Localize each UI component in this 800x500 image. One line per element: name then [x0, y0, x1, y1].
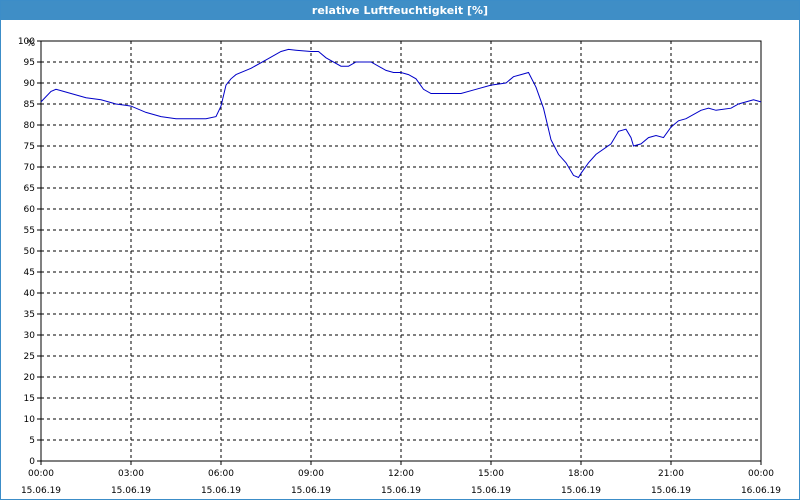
- x-tick-date-label: 15.06.19: [21, 486, 61, 496]
- y-tick-label: 40: [24, 289, 36, 299]
- y-tick-label: 65: [24, 184, 35, 194]
- y-tick-label: 60: [24, 205, 36, 215]
- x-tick-time-label: 21:00: [658, 469, 684, 479]
- x-tick-time-label: 12:00: [388, 469, 414, 479]
- x-tick-date-label: 15.06.19: [651, 486, 691, 496]
- grid: [41, 41, 761, 461]
- x-tick-date-label: 15.06.19: [111, 486, 151, 496]
- x-tick-time-label: 15:00: [478, 469, 504, 479]
- axis-labels: 0 5 10 15 20 25 30 35 40 45 50 55 60 65 70 75 80 85 90 95 10…: [18, 37, 782, 496]
- y-tick-label: 75: [24, 142, 35, 152]
- y-tick-label: 30: [24, 331, 36, 341]
- humidity-chart: 0 5 10 15 20 25 30 35 40 45 50 55 60 65 70 75 80 85 90 95 10…: [18, 37, 782, 496]
- y-tick-label: 15: [24, 394, 35, 404]
- x-tick-time-label: 09:00: [298, 469, 324, 479]
- y-tick-label: 45: [24, 268, 35, 278]
- humidity-series-line: [40, 48, 762, 179]
- x-tick-time-label: 00:00: [28, 469, 54, 479]
- y-tick-label: 0: [29, 457, 35, 467]
- y-tick-label: 90: [24, 79, 36, 89]
- y-tick-label: 80: [24, 121, 36, 131]
- x-tick-date-label: 16.06.19: [741, 486, 781, 496]
- x-tick-time-label: 06:00: [208, 469, 234, 479]
- y-axis-unit-label: %: [26, 39, 35, 49]
- y-tick-label: 70: [24, 163, 36, 173]
- y-tick-label: 5: [29, 436, 35, 446]
- x-tick-date-label: 15.06.19: [561, 486, 601, 496]
- x-tick-time-label: 00:00: [748, 469, 774, 479]
- y-tick-label: 50: [24, 247, 36, 257]
- y-tick-label: 100: [18, 37, 35, 47]
- x-tick-date-label: 15.06.19: [471, 486, 511, 496]
- y-tick-label: 10: [24, 415, 36, 425]
- y-tick-label: 55: [24, 226, 35, 236]
- y-tick-label: 35: [24, 310, 35, 320]
- x-tick-date-label: 15.06.19: [381, 486, 421, 496]
- x-tick-time-label: 03:00: [118, 469, 144, 479]
- x-tick-time-label: 18:00: [568, 469, 594, 479]
- y-tick-label: 20: [24, 373, 36, 383]
- y-tick-label: 85: [24, 100, 35, 110]
- y-tick-label: 25: [24, 352, 35, 362]
- axis-ticks: [37, 40, 762, 465]
- plot-area: 0 5 10 15 20 25 30 35 40 45 50 55 60 65 70 75 80 85 90 95 10…: [1, 20, 799, 499]
- x-tick-date-label: 15.06.19: [291, 486, 331, 496]
- x-tick-date-label: 15.06.19: [201, 486, 241, 496]
- y-tick-label: 95: [24, 58, 35, 68]
- chart-title: relative Luftfeuchtigkeit [%]: [1, 1, 799, 20]
